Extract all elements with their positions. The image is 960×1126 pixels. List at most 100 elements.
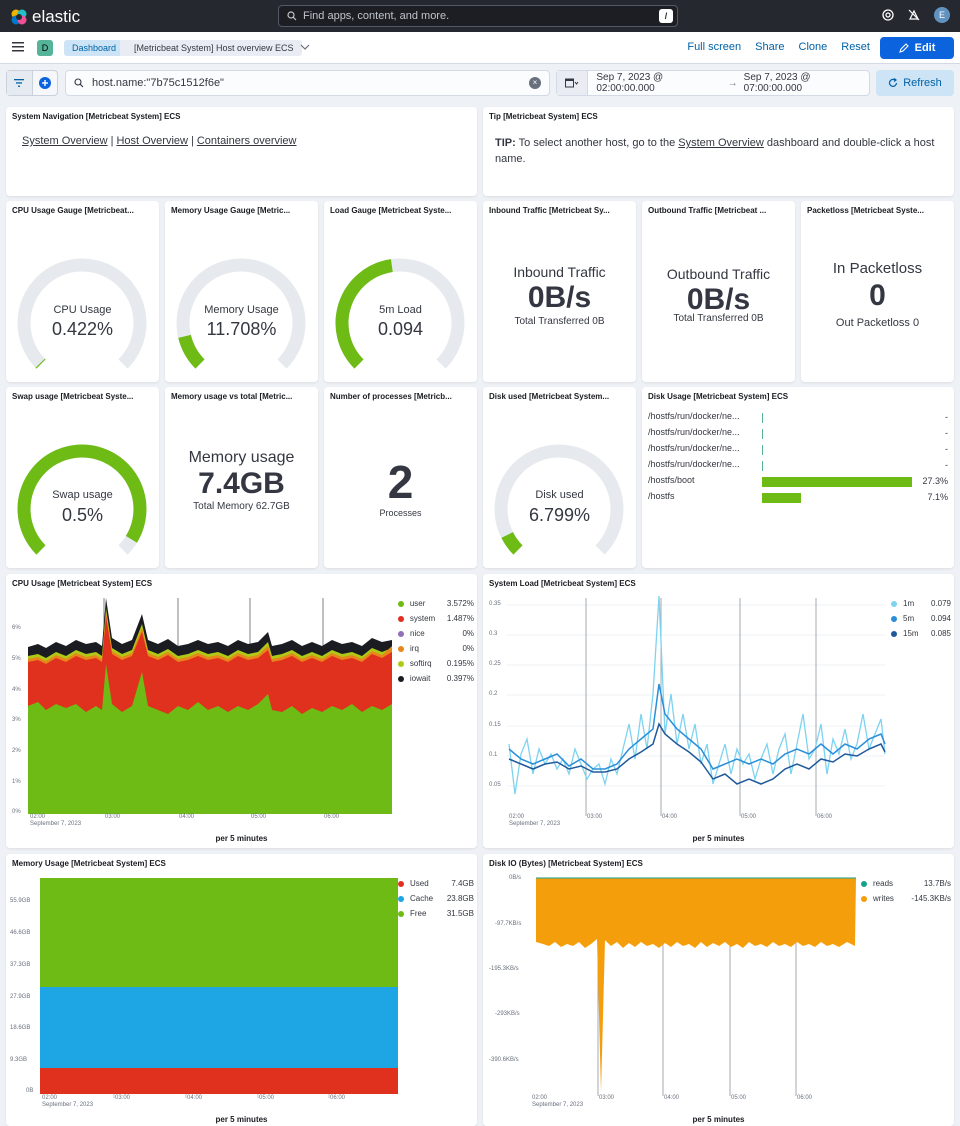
elastic-logo[interactable]: elastic (10, 7, 80, 27)
tip-system-overview-link[interactable]: System Overview (678, 137, 764, 149)
legend-dot (861, 895, 867, 902)
x-tick: 06:00 (330, 1095, 346, 1101)
refresh-label: Refresh (903, 77, 942, 89)
system-overview-link[interactable]: System Overview (22, 135, 108, 147)
end-date[interactable]: Sep 7, 2023 @ 07:00:00.000 (743, 72, 811, 94)
full-screen-link[interactable]: Full screen (687, 41, 742, 53)
query-input[interactable]: host.name:"7b75c1512f6e" × (65, 70, 550, 96)
memory-gauge (176, 258, 306, 369)
containers-overview-link[interactable]: Containers overview (196, 135, 297, 147)
legend-label: 1m (903, 599, 915, 608)
legend-item[interactable]: nice 0% (398, 626, 474, 641)
disk-name: /hostfs/run/docker/ne... (648, 411, 740, 421)
x-tick: 05:00 (259, 1095, 275, 1101)
disk-row: /hostfs/run/docker/ne... - (648, 459, 954, 473)
clone-link[interactable]: Clone (798, 41, 828, 53)
legend-value: 3.572% (446, 599, 474, 608)
share-link[interactable]: Share (755, 41, 785, 53)
date-picker[interactable]: Sep 7, 2023 @ 02:00:00.000 → Sep 7, 2023… (556, 70, 870, 96)
disk-row: /hostfs/boot 27.3% (648, 475, 954, 489)
inbound-traffic-panel: Inbound Traffic [Metricbeat Sy... Inboun… (483, 201, 636, 382)
tip-prefix: TIP: (495, 137, 516, 149)
reset-link[interactable]: Reset (841, 41, 870, 53)
calendar-icon[interactable] (557, 71, 589, 95)
x-tick: 05:00 (251, 814, 267, 820)
metric-sub: Total Transferred 0B (514, 316, 605, 327)
legend-item[interactable]: iowait 0.397% (398, 671, 474, 686)
legend-value: 7.4GB (451, 879, 474, 888)
help-icon[interactable] (882, 9, 894, 21)
legend-dot (891, 630, 897, 637)
legend-label: reads (873, 879, 894, 888)
legend-value: -145.3KB/s (911, 894, 951, 903)
user-avatar[interactable]: E (934, 7, 950, 23)
refresh-button[interactable]: Refresh (876, 70, 954, 96)
legend-item[interactable]: system 1.487% (398, 611, 474, 626)
panel-title: CPU Usage Gauge [Metricbeat... (12, 206, 134, 215)
start-date[interactable]: Sep 7, 2023 @ 02:00:00.000 (596, 72, 664, 94)
x-tick: 06:00 (324, 814, 340, 820)
clear-icon[interactable]: × (529, 77, 541, 89)
legend-item[interactable]: 5m 0.094 (891, 611, 951, 626)
breadcrumb-dashboard[interactable]: Dashboard (64, 40, 131, 56)
gauge-label: Swap usage (52, 489, 113, 501)
metric-sub: Total Transferred 0B (673, 313, 764, 324)
add-filter-icon[interactable] (33, 71, 58, 95)
legend-item[interactable]: Used 7.4GB (398, 876, 474, 891)
legend-value: 0.085 (930, 629, 951, 638)
chevron-down-icon[interactable] (300, 42, 310, 52)
host-overview-link[interactable]: Host Overview (116, 135, 188, 147)
writes-area (536, 878, 856, 1092)
legend-item[interactable]: user 3.572% (398, 596, 474, 611)
elastic-logo-icon (11, 9, 27, 25)
disk-bar (762, 477, 912, 487)
gauge-value: 0.422% (51, 319, 114, 339)
y-tick: 55.9GB (10, 898, 31, 904)
chart-footer: per 5 minutes (215, 1115, 268, 1124)
disk-io-chart (536, 877, 856, 1096)
x-tick: 04:00 (179, 814, 195, 820)
global-search-input[interactable]: Find apps, content, and more. / (278, 5, 678, 27)
disk-value: - (945, 444, 948, 454)
outbound-traffic-panel: Outbound Traffic [Metricbeat ... Outboun… (642, 201, 795, 382)
legend-item[interactable]: Free 31.5GB (398, 906, 474, 921)
y-tick: -195.3KB/s (489, 966, 519, 972)
free-area (40, 878, 398, 988)
metric-value: 0B/s (686, 283, 751, 316)
app-navbar: D Dashboard [Metricbeat System] Host ove… (0, 32, 960, 64)
x-date: September 7, 2023 (30, 821, 82, 827)
search-icon (74, 78, 84, 88)
pencil-icon (898, 43, 909, 53)
legend-item[interactable]: reads 13.7B/s (861, 876, 951, 891)
x-tick: 02:00 (42, 1095, 58, 1101)
y-tick: 0B/s (509, 875, 522, 881)
gauge-fill (35, 358, 46, 369)
memory-legend: Used 7.4GB Cache 23.8GB Free 31.5GB (398, 876, 474, 921)
space-avatar[interactable]: D (37, 40, 53, 56)
panel-title: Memory Usage [Metricbeat System] ECS (12, 859, 166, 868)
metric-heading: Inbound Traffic (513, 264, 606, 280)
legend-item[interactable]: 15m 0.085 (891, 626, 951, 641)
news-feed-icon[interactable] (908, 9, 920, 21)
legend-item[interactable]: writes -145.3KB/s (861, 891, 951, 906)
disk-io-panel: Disk IO (Bytes) [Metricbeat System] ECS … (483, 854, 954, 1126)
disk-used-gauge (494, 444, 624, 555)
filter-icon[interactable] (7, 71, 33, 95)
legend-item[interactable]: irq 0% (398, 641, 474, 656)
gauge-track (17, 258, 147, 369)
disk-name: /hostfs/run/docker/ne... (648, 443, 740, 453)
query-text: host.name:"7b75c1512f6e" (92, 77, 224, 89)
legend-label: Used (410, 879, 429, 888)
legend-dot (891, 600, 897, 607)
legend-item[interactable]: Cache 23.8GB (398, 891, 474, 906)
gauge-fill (17, 444, 147, 555)
legend-dot (398, 645, 404, 652)
filter-menu[interactable] (6, 70, 58, 96)
legend-value: 31.5GB (446, 909, 474, 918)
y-tick: -293KB/s (495, 1011, 520, 1017)
legend-item[interactable]: softirq 0.195% (398, 656, 474, 671)
legend-item[interactable]: 1m 0.079 (891, 596, 951, 611)
panel-title: Tip [Metricbeat System] ECS (489, 112, 598, 121)
menu-icon[interactable] (12, 42, 24, 52)
edit-button[interactable]: Edit (880, 37, 954, 59)
